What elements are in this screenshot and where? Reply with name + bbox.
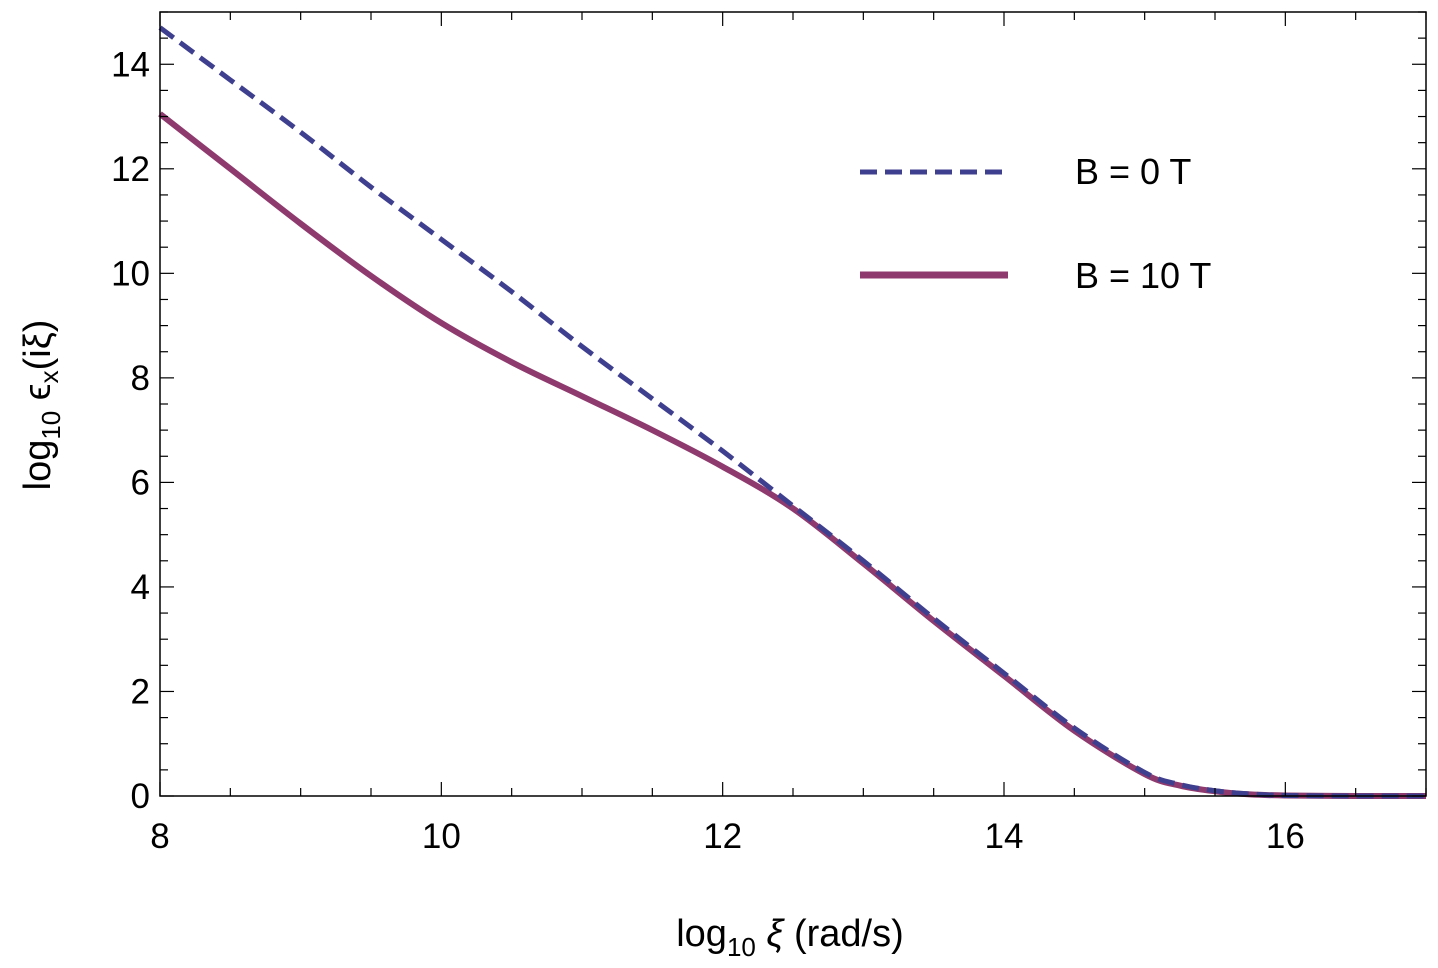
y-tick-label: 14 <box>111 45 150 84</box>
x-tick-label: 12 <box>703 817 742 856</box>
legend: B = 0 T B = 10 T <box>860 151 1211 296</box>
y-tick-label: 12 <box>111 150 150 189</box>
x-tick-label: 10 <box>422 817 461 856</box>
tick-labels: 8 10 12 14 16 0 2 4 6 8 10 12 14 <box>111 45 1305 856</box>
series-line-b10 <box>158 111 1427 800</box>
x-tick-label: 8 <box>150 817 169 856</box>
plot-frame <box>159 11 1427 797</box>
y-tick-label: 2 <box>131 672 150 711</box>
x-tick-label: 16 <box>1266 817 1305 856</box>
series-layer <box>158 25 1427 800</box>
y-tick-label: 4 <box>131 568 150 607</box>
x-axis-label: log10 ξ (rad/s) <box>676 913 904 962</box>
y-axis-label: log10 ϵx(iξ) <box>17 320 66 491</box>
ticks-layer <box>159 11 1427 797</box>
y-tick-label: 8 <box>131 359 150 398</box>
y-tick-label: 10 <box>111 254 150 293</box>
x-tick-label: 14 <box>985 817 1024 856</box>
y-tick-label: 0 <box>131 777 150 816</box>
y-tick-label: 6 <box>131 463 150 502</box>
legend-label-b10: B = 10 T <box>1075 255 1211 296</box>
series-line-b0 <box>158 25 1427 799</box>
legend-label-b0: B = 0 T <box>1075 151 1191 192</box>
